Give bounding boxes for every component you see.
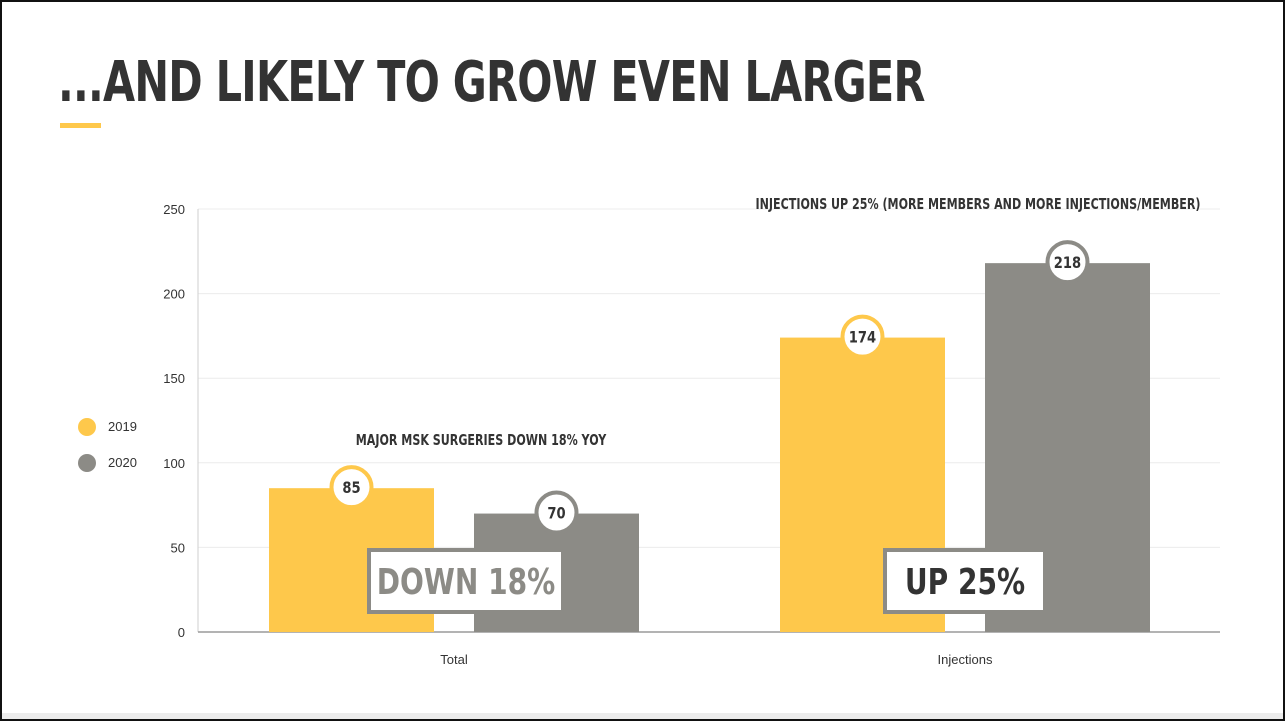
legend-marker-2019 bbox=[78, 417, 96, 436]
title-accent-underline bbox=[60, 123, 101, 128]
chart-legend: 2019 2020 bbox=[78, 417, 137, 489]
legend-item-2019: 2019 bbox=[78, 417, 137, 436]
legend-label-2020: 2020 bbox=[108, 455, 137, 470]
data-label-circle bbox=[329, 465, 374, 510]
callout-up-text: UP 25% bbox=[905, 561, 1025, 603]
slide-title: ...AND LIKELY TO GROW EVEN LARGER bbox=[58, 50, 925, 115]
annotation-injections: INJECTIONS UP 25% (MORE MEMBERS AND MORE… bbox=[756, 196, 1201, 213]
annotation-msk-surgeries: MAJOR MSK SURGERIES DOWN 18% YOY bbox=[356, 432, 607, 449]
data-label: 70 bbox=[547, 504, 565, 523]
callout-down-text: DOWN 18% bbox=[377, 561, 556, 603]
data-label-circle bbox=[1045, 240, 1090, 285]
x-tick-label: Total bbox=[440, 652, 468, 667]
data-label-circle bbox=[534, 490, 579, 535]
legend-marker-2020 bbox=[78, 453, 96, 472]
data-label: 218 bbox=[1054, 254, 1081, 273]
y-tick-label: 50 bbox=[171, 540, 185, 555]
callout-up-box bbox=[883, 548, 1047, 614]
y-tick-label: 200 bbox=[163, 287, 185, 302]
data-label: 85 bbox=[342, 479, 360, 498]
data-label-circle bbox=[840, 314, 885, 359]
y-tick-label: 0 bbox=[178, 625, 185, 640]
callout-down-box bbox=[367, 548, 565, 614]
y-tick-label: 250 bbox=[163, 202, 185, 217]
y-tick-label: 150 bbox=[163, 371, 185, 386]
legend-item-2020: 2020 bbox=[78, 453, 137, 472]
y-tick-label: 100 bbox=[163, 456, 185, 471]
legend-label-2019: 2019 bbox=[108, 419, 137, 434]
x-tick-label: Injections bbox=[938, 652, 993, 667]
data-label: 174 bbox=[849, 328, 876, 347]
